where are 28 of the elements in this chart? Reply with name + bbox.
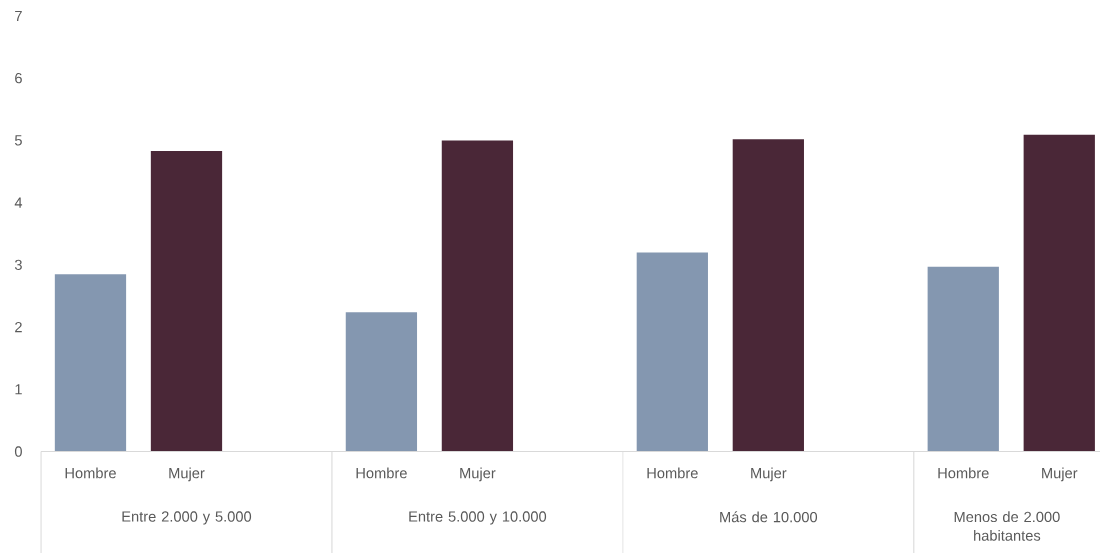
- bar: [345, 312, 418, 452]
- y-tick-label: 5: [14, 135, 22, 146]
- text: Mujer: [1042, 467, 1078, 482]
- x-tick-label: Entre 2.000 y 5.000: [122, 511, 252, 525]
- text: Hombre: [647, 467, 698, 479]
- x-tick-label: Más de 10.000: [720, 511, 818, 523]
- bar: [636, 252, 708, 452]
- y-tick-label: 7: [15, 10, 22, 21]
- y-tick-label: 6: [15, 72, 22, 84]
- series-label: Mujer: [169, 467, 205, 482]
- series-label: Hombre: [65, 467, 116, 479]
- y-tick-label: 0: [14, 446, 22, 457]
- text: Hombre: [356, 467, 407, 479]
- bar: [927, 266, 999, 452]
- text: Hombre: [938, 467, 989, 479]
- x-tick-label: Entre 5.000 y 10.000: [409, 511, 547, 525]
- text: Mujer: [751, 467, 787, 482]
- y-tick-label: 3: [14, 259, 22, 271]
- bar: [732, 139, 804, 452]
- bar: [54, 274, 127, 452]
- y-tick-label: 2: [15, 321, 22, 333]
- x-tick-label: Menos de 2.000 habitantes: [954, 511, 1060, 541]
- bar: [441, 140, 514, 452]
- text: Mujer: [460, 467, 496, 482]
- bar: [150, 150, 223, 452]
- y-tick-label: 4: [14, 197, 23, 208]
- y-tick-label: 1: [15, 384, 22, 395]
- bar: [1023, 134, 1095, 452]
